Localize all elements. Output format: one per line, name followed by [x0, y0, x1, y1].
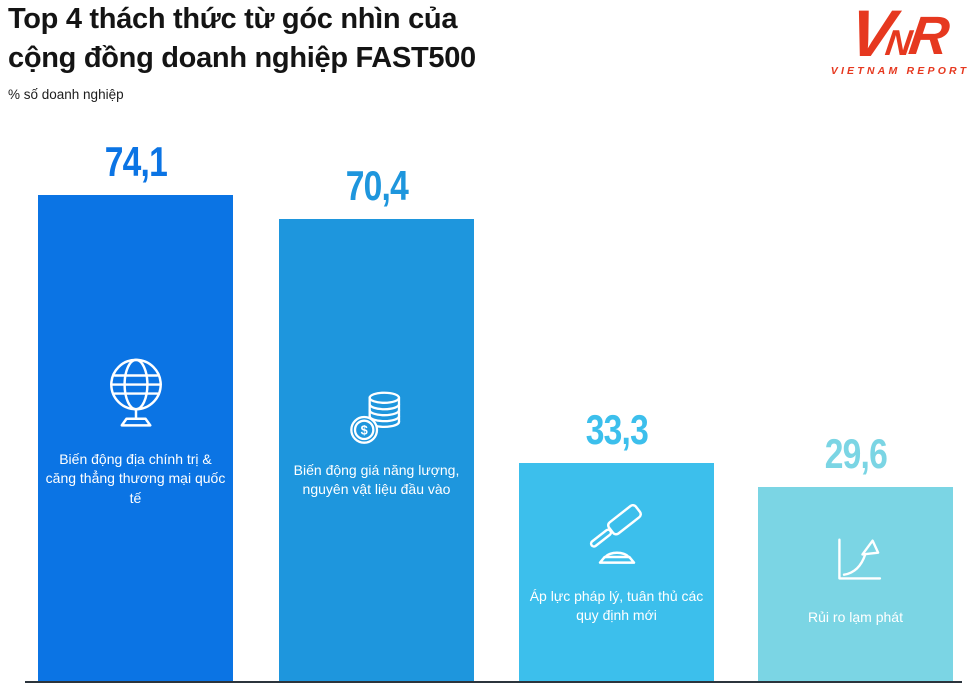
axis-unit-label: % số doanh nghiệp: [8, 87, 124, 102]
bar-rect-inflation-risk: Rủi ro lạm phát: [758, 487, 953, 682]
bar-label-geopolitics: Biến động địa chính trị & căng thẳng thư…: [45, 451, 226, 506]
gavel-icon: [581, 503, 653, 574]
bar-value-energy-prices: 70,4: [345, 162, 408, 209]
x-axis-line: [25, 681, 962, 683]
bar-legal-pressure: 33,3 Áp lực pháp lý, tuân thủ các quy đị…: [519, 409, 714, 682]
bar-inflation-risk: 29,6 Rủi ro lạm phát: [758, 433, 953, 682]
bar-label-legal-pressure: Áp lực pháp lý, tuân thủ các quy định mớ…: [529, 587, 704, 623]
vietnam-report-logo: V N R VIETNAM REPORT: [825, 0, 975, 77]
bar-label-energy-prices: Biến động giá năng lượng, nguyên vật liệ…: [293, 461, 460, 497]
bar-rect-energy-prices: $ Biến động giá năng lượng, nguyên vật l…: [279, 219, 474, 682]
inflation-chart-icon: [821, 525, 891, 595]
bar-value-geopolitics: 74,1: [104, 138, 167, 185]
bar-rect-legal-pressure: Áp lực pháp lý, tuân thủ các quy định mớ…: [519, 463, 714, 682]
bar-label-inflation-risk: Rủi ro lạm phát: [808, 609, 903, 626]
bar-geopolitics: 74,1 Biến động địa chính trị & căng thẳn…: [38, 141, 233, 682]
bar-value-legal-pressure: 33,3: [585, 406, 648, 453]
title-line-1: Top 4 thách thức từ góc nhìn của: [8, 3, 458, 35]
bar-value-inflation-risk: 29,6: [824, 430, 887, 477]
title-line-2: cộng đồng doanh nghiệp FAST500: [8, 41, 476, 74]
bar-energy-prices: 70,4 $ Biến động: [279, 165, 474, 682]
bar-rect-geopolitics: Biến động địa chính trị & căng thẳng thư…: [38, 195, 233, 682]
logo-wordmark: VIETNAM REPORT: [830, 65, 970, 77]
page-title: Top 4 thách thức từ góc nhìn của cộng đồn…: [8, 0, 476, 77]
globe-icon: [98, 353, 174, 437]
coins-icon: $: [344, 386, 410, 448]
svg-text:$: $: [360, 422, 367, 437]
